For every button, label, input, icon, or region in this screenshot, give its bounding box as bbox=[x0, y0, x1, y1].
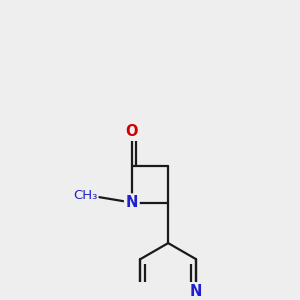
Text: CH₃: CH₃ bbox=[74, 189, 98, 202]
Text: N: N bbox=[190, 284, 202, 299]
Text: N: N bbox=[126, 195, 138, 210]
Text: O: O bbox=[126, 124, 138, 139]
